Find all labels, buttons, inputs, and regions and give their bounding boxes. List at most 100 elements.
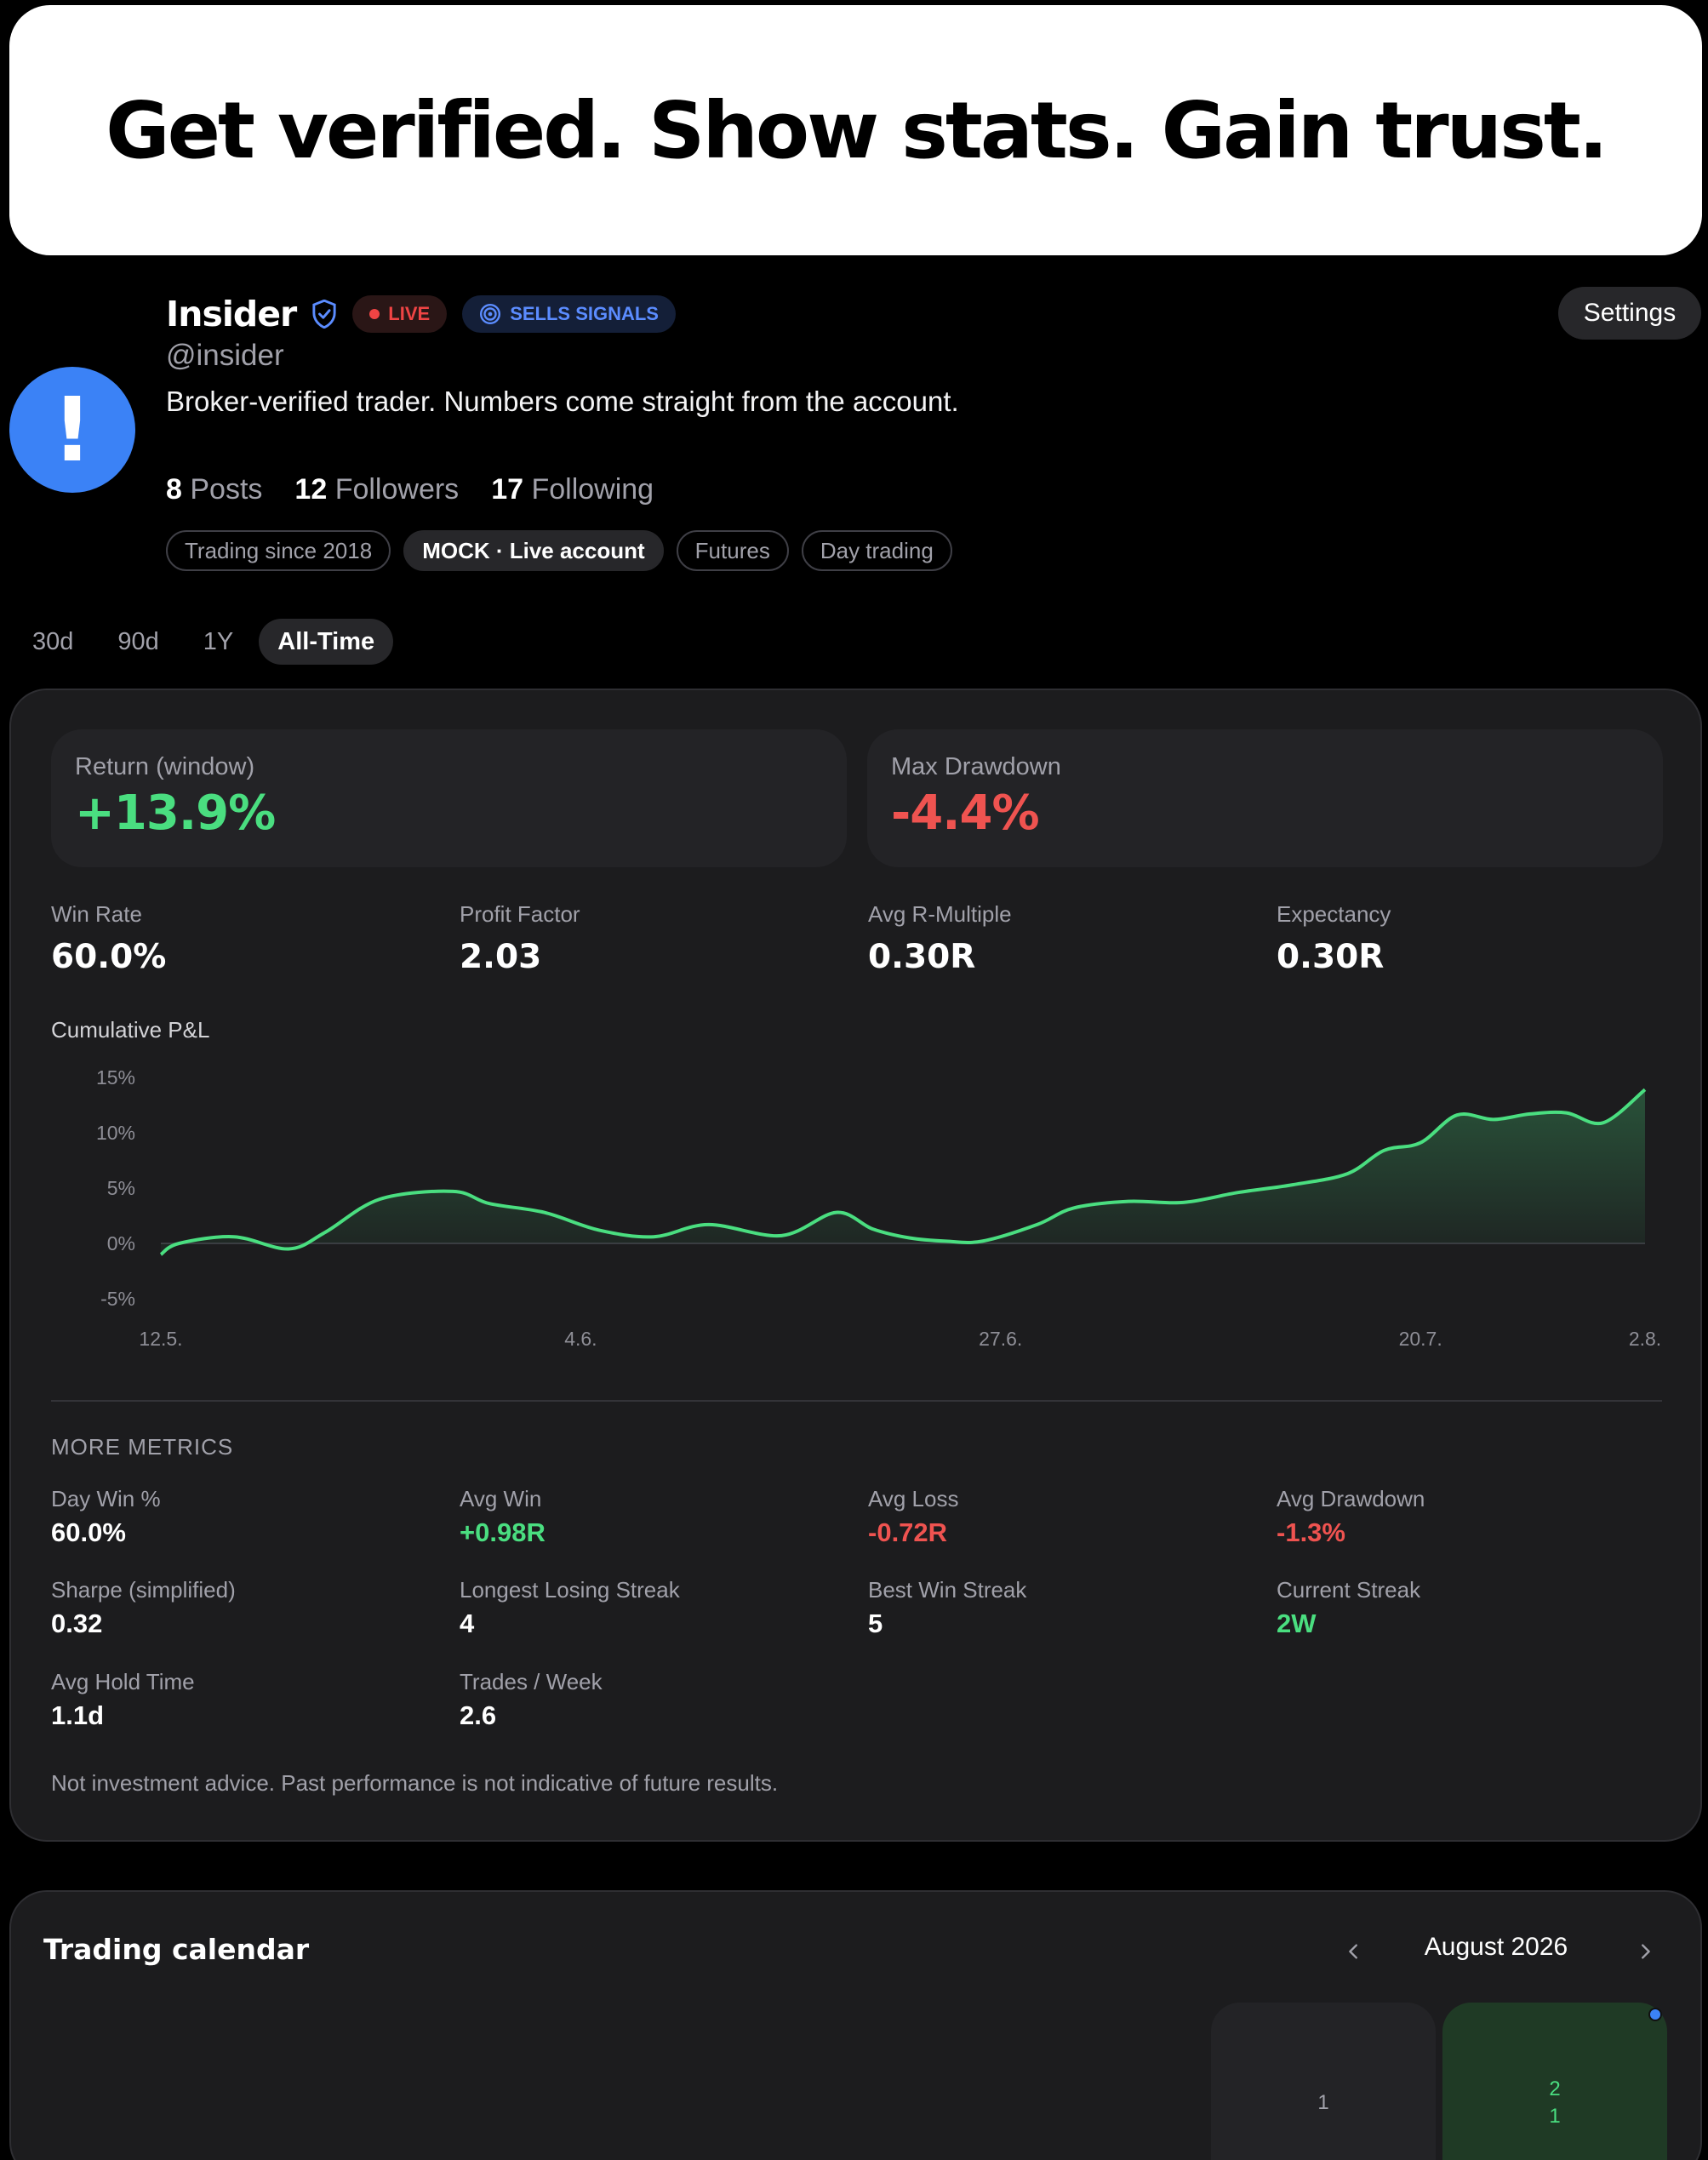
metric-value: -0.72R	[868, 1517, 948, 1547]
cumulative-pnl-chart[interactable]: 15% 10% 5% 0% -5%12.5. 4.6. 27.6. 20.7. 2.8.	[11, 1048, 1700, 1363]
metric-label: Avg Win	[460, 1486, 542, 1511]
x-tick-label: 20.7.	[1399, 1328, 1442, 1350]
kpi-label: Profit Factor	[460, 901, 580, 927]
kpi-expectancy: Expectancy 0.30R	[1277, 901, 1391, 976]
kpi-label: Avg R-Multiple	[868, 901, 1012, 927]
tag-live-account: MOCK · Live account	[403, 530, 664, 571]
kpi-profit-factor: Profit Factor 2.03	[460, 901, 580, 976]
metric-value: 4	[460, 1609, 475, 1638]
metric-item: Day Win % 60.0%	[51, 1486, 161, 1548]
profile-tags: Trading since 2018 MOCK · Live account F…	[166, 530, 952, 571]
calendar-day-number: 1	[1317, 2091, 1329, 2114]
live-dot-icon	[369, 309, 380, 319]
section-divider	[51, 1400, 1662, 1402]
range-tab-90d[interactable]: 90d	[117, 627, 159, 655]
return-value: +13.9%	[75, 786, 276, 841]
metric-value: 2.6	[460, 1700, 497, 1730]
profile-name-row: Insider LIVE SELLS SIGNALS	[166, 289, 676, 339]
return-label: Return (window)	[75, 753, 255, 780]
tag-futures: Futures	[676, 530, 789, 571]
sells-signals-badge[interactable]: SELLS SIGNALS	[462, 295, 676, 333]
metric-item: Avg Drawdown -1.3%	[1277, 1486, 1425, 1548]
metric-label: Avg Drawdown	[1277, 1486, 1425, 1511]
y-tick-label: 10%	[96, 1122, 135, 1144]
metric-value: 60.0%	[51, 1517, 126, 1547]
verified-shield-icon	[312, 300, 336, 329]
kpi-win-rate: Win Rate 60.0%	[51, 901, 166, 976]
signal-icon	[480, 303, 501, 325]
profile-name: Insider	[166, 294, 297, 334]
banner-headline: Get verified. Show stats. Gain trust.	[106, 84, 1608, 176]
posts-label: Posts	[190, 473, 263, 506]
prev-month-button[interactable]	[1337, 1934, 1371, 1969]
metric-value: 1.1d	[51, 1700, 105, 1730]
metric-label: Longest Losing Streak	[460, 1577, 680, 1603]
y-tick-label: 5%	[107, 1177, 135, 1199]
y-tick-label: 0%	[107, 1232, 135, 1254]
y-tick-label: -5%	[100, 1288, 135, 1310]
kpi-value: 0.30R	[1277, 938, 1385, 976]
following-stat[interactable]: 17 Following	[491, 473, 654, 506]
profile-bio: Broker-verified trader. Numbers come str…	[166, 386, 959, 417]
range-tab-all-time[interactable]: All-Time	[259, 619, 394, 665]
range-tabs: 30d 90d 1Y All-Time	[14, 619, 394, 665]
metric-item: Best Win Streak 5	[868, 1577, 1026, 1639]
x-tick-label: 2.8.	[1629, 1328, 1661, 1350]
posts-stat[interactable]: 8 Posts	[166, 473, 262, 506]
trading-calendar-card: Trading calendar August 2026 1 2 1	[9, 1890, 1702, 2160]
x-tick-label: 4.6.	[564, 1328, 597, 1350]
posts-count: 8	[166, 473, 182, 506]
settings-button[interactable]: Settings	[1558, 287, 1701, 340]
promo-banner: Get verified. Show stats. Gain trust.	[9, 5, 1702, 255]
profile-stats: 8 Posts 12 Followers 17 Following	[166, 473, 654, 506]
metric-label: Avg Hold Time	[51, 1669, 195, 1694]
metric-label: Avg Loss	[868, 1486, 959, 1511]
range-tab-30d[interactable]: 30d	[32, 627, 74, 655]
tag-day-trading: Day trading	[801, 530, 952, 571]
performance-card: Return (window) +13.9% Max Drawdown -4.4…	[9, 689, 1702, 1842]
metric-label: Trades / Week	[460, 1669, 603, 1694]
profile-handle: @insider	[166, 339, 284, 372]
live-badge: LIVE	[352, 295, 448, 333]
x-tick-label: 12.5.	[139, 1328, 182, 1350]
metric-item: Avg Hold Time 1.1d	[51, 1669, 195, 1731]
metric-value: 2W	[1277, 1609, 1317, 1638]
metric-value: 5	[868, 1609, 883, 1638]
following-label: Following	[531, 473, 654, 506]
chevron-left-icon	[1349, 1944, 1357, 1959]
kpi-avg-r-multiple: Avg R-Multiple 0.30R	[868, 901, 1012, 976]
metric-label: Sharpe (simplified)	[51, 1577, 236, 1603]
more-metrics-title: MORE METRICS	[51, 1434, 234, 1460]
followers-stat[interactable]: 12 Followers	[294, 473, 459, 506]
sells-signals-label: SELLS SIGNALS	[510, 303, 659, 324]
pnl-area	[161, 1089, 1645, 1254]
kpi-value: 2.03	[460, 938, 542, 976]
kpi-value: 60.0%	[51, 938, 167, 976]
calendar-day[interactable]: 1	[1211, 2003, 1436, 2160]
metric-value: -1.3%	[1277, 1517, 1345, 1547]
metric-value: 0.32	[51, 1609, 103, 1638]
chart-title: Cumulative P&L	[51, 1017, 210, 1043]
metric-value: +0.98R	[460, 1517, 546, 1547]
chevron-right-icon	[1642, 1944, 1650, 1959]
y-tick-label: 15%	[96, 1066, 135, 1089]
calendar-day-trade-count: 1	[1549, 2105, 1561, 2128]
metric-item: Avg Win +0.98R	[460, 1486, 546, 1548]
following-count: 17	[491, 473, 524, 506]
metric-label: Best Win Streak	[868, 1577, 1027, 1603]
followers-count: 12	[294, 473, 328, 506]
calendar-day[interactable]: 2 1	[1442, 2003, 1667, 2160]
kpi-value: 0.30R	[868, 938, 976, 976]
pnl-series-line	[159, 1088, 1647, 1256]
drawdown-value: -4.4%	[891, 786, 1040, 841]
kpi-label: Win Rate	[51, 901, 142, 927]
followers-label: Followers	[334, 473, 460, 506]
today-indicator-icon	[1648, 2008, 1662, 2021]
calendar-title: Trading calendar	[43, 1933, 310, 1966]
metric-item: Avg Loss -0.72R	[868, 1486, 958, 1548]
next-month-button[interactable]	[1628, 1934, 1662, 1969]
range-tab-1y[interactable]: 1Y	[203, 627, 234, 655]
calendar-day-number: 2	[1549, 2077, 1561, 2100]
metric-label: Day Win %	[51, 1486, 161, 1511]
avatar[interactable]: !	[9, 367, 135, 493]
